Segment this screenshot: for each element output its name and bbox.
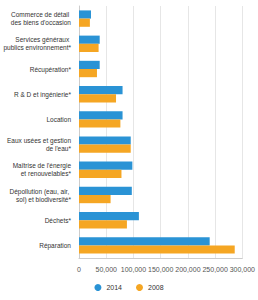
svg-text:150,000: 150,000 [148,266,173,273]
svg-text:Commerce de détail: Commerce de détail [11,11,71,18]
svg-text:Services généraux: Services généraux [15,36,71,44]
svg-text:Déchets*: Déchets* [45,217,72,224]
svg-text:et renouvelables*: et renouvelables* [19,170,72,177]
svg-text:R & D et ingénierie*: R & D et ingénierie* [14,91,72,99]
svg-text:Eaux usées et gestion: Eaux usées et gestion [7,137,71,145]
svg-text:200,000: 200,000 [175,266,200,273]
svg-text:des biens d'occasion: des biens d'occasion [11,19,72,26]
svg-text:Dépollution (eau, air,: Dépollution (eau, air, [10,188,71,196]
svg-text:Location: Location [46,116,71,123]
svg-text:Maîtrise de l'énergie: Maîtrise de l'énergie [13,162,72,170]
svg-text:50,000: 50,000 [96,266,118,273]
svg-text:sol) et biodiversité*: sol) et biodiversité* [16,196,71,204]
svg-text:2014: 2014 [106,284,122,291]
svg-text:2008: 2008 [148,284,164,291]
svg-text:Réparation: Réparation [39,242,71,250]
svg-text:250,000: 250,000 [202,266,227,273]
svg-text:publics environnement*: publics environnement* [3,44,71,52]
svg-text:100,000: 100,000 [121,266,146,273]
svg-text:Récupération*: Récupération* [30,66,72,74]
svg-text:300,000: 300,000 [230,266,255,273]
svg-text:de l'eau*: de l'eau* [44,145,71,152]
svg-text:0: 0 [77,266,81,273]
